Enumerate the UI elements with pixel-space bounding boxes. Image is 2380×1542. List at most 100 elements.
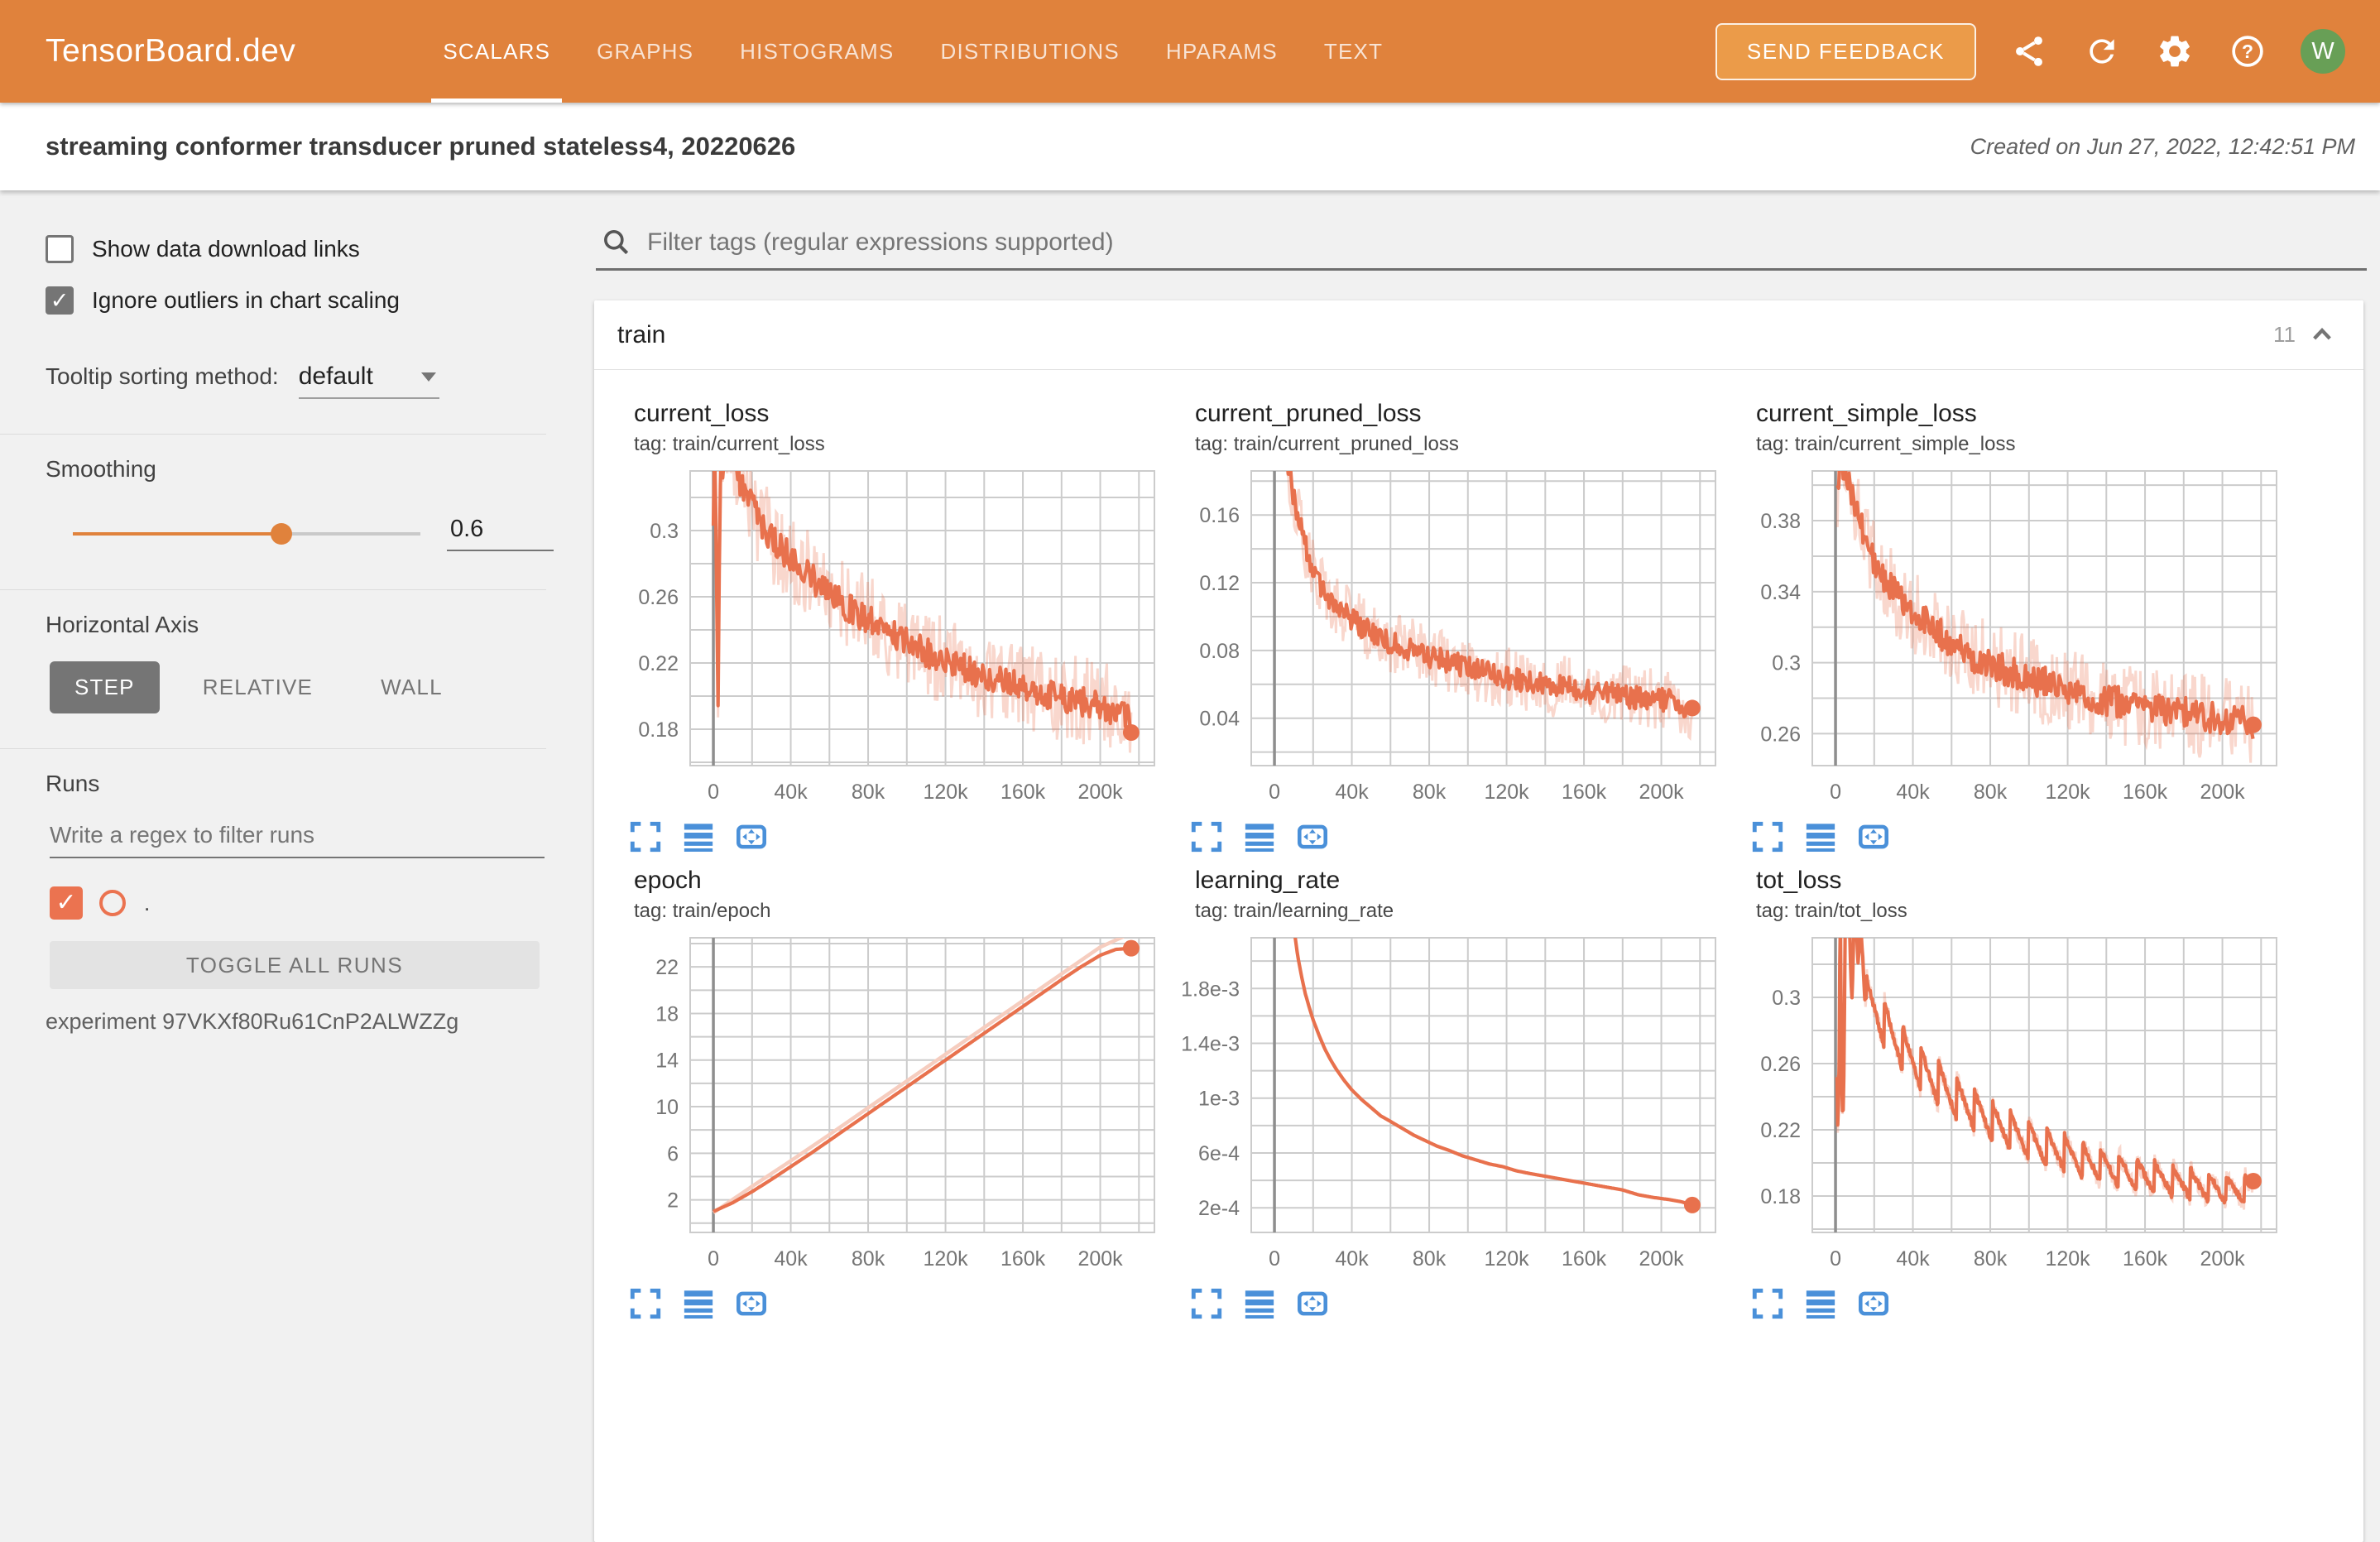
svg-text:0: 0 xyxy=(1269,781,1280,804)
chart-tag: tag: train/current_loss xyxy=(634,433,825,455)
svg-text:22: 22 xyxy=(655,956,679,979)
avatar[interactable]: W xyxy=(2301,29,2345,74)
tab-distributions[interactable]: DISTRIBUTIONS xyxy=(940,38,1120,64)
svg-text:0: 0 xyxy=(708,1247,719,1271)
tab-histograms[interactable]: HISTOGRAMS xyxy=(740,38,895,64)
runs-filter-wrap xyxy=(50,817,545,858)
train-section-card: train 11 current_loss tag: train/current_… xyxy=(594,300,2363,1542)
svg-text:0.3: 0.3 xyxy=(650,520,679,543)
fullscreen-button[interactable] xyxy=(1751,1287,1784,1320)
fullscreen-button[interactable] xyxy=(1751,820,1784,853)
app-header: TensorBoard.dev SCALARS GRAPHS HISTOGRAM… xyxy=(0,0,2380,103)
ignore-outliers-checkbox[interactable] xyxy=(46,286,74,315)
tab-hparams[interactable]: HPARAMS xyxy=(1165,38,1278,64)
fit-domain-button[interactable] xyxy=(735,1287,768,1320)
collapse-section-button[interactable]: 11 xyxy=(2273,322,2335,348)
data-table-button[interactable] xyxy=(682,820,715,853)
header-actions: SEND FEEDBACK ? W xyxy=(1715,22,2345,80)
ignore-outliers-label: Ignore outliers in chart scaling xyxy=(92,287,400,313)
chart-actions xyxy=(1751,1287,2299,1320)
fit-domain-button[interactable] xyxy=(1857,820,1890,853)
ignore-outliers-row: Ignore outliers in chart scaling xyxy=(46,286,594,315)
svg-text:6e-4: 6e-4 xyxy=(1198,1142,1240,1165)
svg-text:40k: 40k xyxy=(1335,781,1369,804)
toggle-all-runs-button[interactable]: TOGGLE ALL RUNS xyxy=(50,941,540,989)
svg-text:160k: 160k xyxy=(1562,781,1607,804)
runs-filter-input[interactable] xyxy=(50,817,545,857)
chart-card-tot_loss: tot_loss tag: train/tot_loss 0.18 0.22 0.26 0… xyxy=(1738,867,2299,1320)
fit-domain-button[interactable] xyxy=(735,820,768,853)
svg-text:120k: 120k xyxy=(923,781,968,804)
fit-domain-button[interactable] xyxy=(1296,1287,1329,1320)
settings-gear-icon[interactable] xyxy=(2155,31,2195,71)
chart-plot-current_pruned_loss[interactable]: 0.04 0.08 0.12 0.16 0 40k 80k 120k 160k 200k xyxy=(1177,468,1723,815)
show-download-links-row: Show data download links xyxy=(46,235,594,263)
chevron-up-icon xyxy=(2313,327,2331,339)
svg-text:?: ? xyxy=(2242,41,2253,62)
svg-text:0.26: 0.26 xyxy=(1760,723,1801,746)
help-icon[interactable]: ? xyxy=(2228,31,2267,71)
svg-text:2e-4: 2e-4 xyxy=(1198,1197,1240,1220)
data-table-button[interactable] xyxy=(682,1287,715,1320)
fit-domain-button[interactable] xyxy=(1857,1287,1890,1320)
chart-actions xyxy=(1751,820,2299,853)
chart-title: current_loss xyxy=(634,400,770,427)
tab-scalars[interactable]: SCALARS xyxy=(420,0,573,103)
data-table-button[interactable] xyxy=(1243,820,1276,853)
data-table-button[interactable] xyxy=(1243,1287,1276,1320)
svg-text:160k: 160k xyxy=(2123,781,2168,804)
send-feedback-button[interactable]: SEND FEEDBACK xyxy=(1715,22,1976,80)
chart-count-badge: 11 xyxy=(2273,322,2296,347)
axis-relative-button[interactable]: RELATIVE xyxy=(202,675,314,699)
fullscreen-button[interactable] xyxy=(629,820,662,853)
run-checkbox[interactable] xyxy=(50,886,83,920)
experiment-title: streaming conformer transducer pruned st… xyxy=(46,132,796,161)
chart-plot-tot_loss[interactable]: 0.18 0.22 0.26 0.3 0 40k 80k 120k 160k 200k xyxy=(1738,934,2284,1282)
train-section-header[interactable]: train 11 xyxy=(594,300,2363,370)
tab-text[interactable]: TEXT xyxy=(1323,38,1384,64)
axis-wall-button[interactable]: WALL xyxy=(381,675,443,699)
svg-text:0.26: 0.26 xyxy=(638,586,679,609)
data-table-button[interactable] xyxy=(1804,1287,1837,1320)
chart-plot-epoch[interactable]: 2 6 10 14 18 22 0 40k 80k 120k 160k 200k xyxy=(616,934,1162,1282)
fullscreen-button[interactable] xyxy=(629,1287,662,1320)
chart-title: tot_loss xyxy=(1756,867,1842,894)
chart-plot-current_simple_loss[interactable]: 0.26 0.3 0.34 0.38 0 40k 80k 120k 160k 200k xyxy=(1738,468,2284,815)
chart-plot-current_loss[interactable]: 0.18 0.22 0.26 0.3 0 40k 80k 120k 160k 200k xyxy=(616,468,1162,815)
svg-text:200k: 200k xyxy=(1077,1247,1123,1271)
run-row: . xyxy=(50,886,594,920)
fullscreen-button[interactable] xyxy=(1190,1287,1223,1320)
filter-tags-input[interactable] xyxy=(645,228,2367,257)
slider-thumb[interactable] xyxy=(271,522,292,545)
svg-text:0.38: 0.38 xyxy=(1760,510,1801,533)
svg-text:0.12: 0.12 xyxy=(1199,572,1240,595)
chart-title: learning_rate xyxy=(1195,867,1341,894)
share-icon[interactable] xyxy=(2009,31,2049,71)
chart-title: current_pruned_loss xyxy=(1195,400,1422,427)
chart-plot-learning_rate[interactable]: 2e-4 6e-4 1e-3 1.4e-3 1.8e-3 0 40k 80k 120k 160k 2… xyxy=(1177,934,1723,1282)
fit-domain-button[interactable] xyxy=(1296,820,1329,853)
svg-text:0.22: 0.22 xyxy=(638,652,679,675)
refresh-icon[interactable] xyxy=(2082,31,2122,71)
smoothing-slider[interactable] xyxy=(73,522,420,545)
chart-tag: tag: train/epoch xyxy=(634,900,771,922)
svg-text:0.34: 0.34 xyxy=(1760,581,1801,604)
chart-actions xyxy=(629,1287,1177,1320)
svg-text:0: 0 xyxy=(1269,1247,1280,1271)
run-color-swatch[interactable] xyxy=(99,890,126,916)
show-download-links-checkbox[interactable] xyxy=(46,235,74,263)
experiment-id: experiment 97VKXf80Ru61CnP2ALWZZg xyxy=(46,1009,459,1034)
tooltip-sorting-select[interactable]: default xyxy=(298,363,439,399)
axis-step-button[interactable]: STEP xyxy=(50,661,160,713)
tab-graphs[interactable]: GRAPHS xyxy=(597,38,694,64)
fullscreen-button[interactable] xyxy=(1190,820,1223,853)
smoothing-slider-row: 0.6 xyxy=(73,516,594,551)
svg-text:200k: 200k xyxy=(2200,781,2245,804)
svg-text:200k: 200k xyxy=(1077,781,1123,804)
smoothing-value-input[interactable]: 0.6 xyxy=(447,516,554,551)
svg-text:0.18: 0.18 xyxy=(638,718,679,742)
data-table-button[interactable] xyxy=(1804,820,1837,853)
nav-tabs: SCALARS GRAPHS HISTOGRAMS DISTRIBUTIONS … xyxy=(420,0,1406,103)
chart-title: epoch xyxy=(634,867,702,894)
show-download-links-label: Show data download links xyxy=(92,236,360,262)
